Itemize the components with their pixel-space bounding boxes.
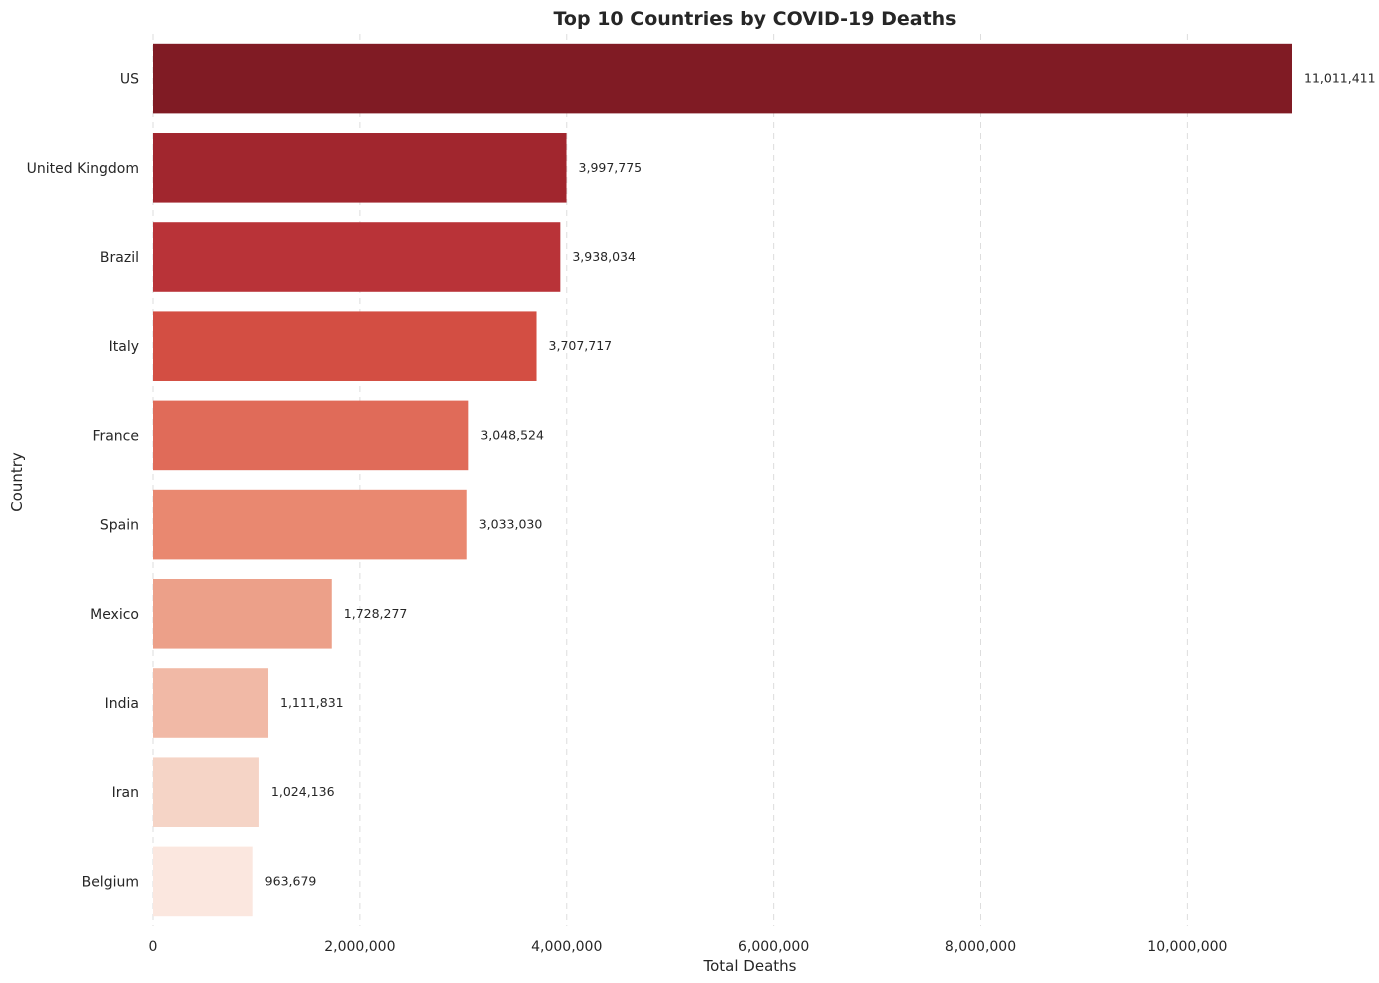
bar-value-label: 1,111,831 <box>280 695 344 710</box>
bar-value-label: 11,011,411 <box>1304 71 1376 86</box>
x-tick-label: 4,000,000 <box>531 939 602 955</box>
x-axis-ticks: 0 2,000,000 4,000,000 6,000,000 8,000,000 10,… <box>149 939 1228 955</box>
bar <box>153 400 469 471</box>
x-tick-label: 2,000,000 <box>324 939 395 955</box>
bar <box>153 311 537 381</box>
bar-value-label: 3,997,775 <box>579 160 643 175</box>
bar <box>153 222 561 292</box>
y-tick-label: Iran <box>112 785 139 801</box>
y-axis-ticks: US United Kingdom Brazil Italy France Spain Me… <box>27 72 139 891</box>
x-tick-label: 0 <box>149 939 158 955</box>
x-axis-label: Total Deaths <box>703 957 797 975</box>
bar <box>153 668 269 738</box>
bar <box>153 133 567 203</box>
bar-value-label: 3,033,030 <box>479 517 543 532</box>
x-tick-label: 6,000,000 <box>738 939 809 955</box>
y-tick-label: Spain <box>100 518 139 534</box>
x-tick-label: 8,000,000 <box>945 939 1016 955</box>
bar <box>153 846 253 917</box>
bar-value-label: 1,024,136 <box>271 784 335 799</box>
y-tick-label: United Kingdom <box>27 161 139 177</box>
y-tick-label: India <box>105 696 139 712</box>
chart-title: Top 10 Countries by COVID-19 Deaths <box>553 8 956 30</box>
y-axis-label: Country <box>8 452 26 512</box>
bar <box>153 43 1292 114</box>
bar-value-label: 3,938,034 <box>572 249 636 264</box>
bar-value-label: 963,679 <box>265 873 317 888</box>
bar-value-label: 1,728,277 <box>344 606 408 621</box>
y-tick-label: US <box>120 72 139 88</box>
bar <box>153 579 332 649</box>
bar-value-label: 3,707,717 <box>549 338 613 353</box>
bar <box>153 489 467 560</box>
bar <box>153 757 259 827</box>
x-tick-label: 10,000,000 <box>1147 939 1227 955</box>
y-tick-label: Belgium <box>82 874 139 890</box>
data-labels: 11,011,411 3,997,775 3,938,034 3,707,717 3,0… <box>265 71 1376 889</box>
y-tick-label: Brazil <box>100 250 139 266</box>
y-tick-label: Italy <box>109 339 139 355</box>
bars <box>153 43 1292 917</box>
bar-value-label: 3,048,524 <box>480 427 544 442</box>
y-tick-label: Mexico <box>90 607 139 623</box>
y-tick-label: France <box>92 428 139 444</box>
